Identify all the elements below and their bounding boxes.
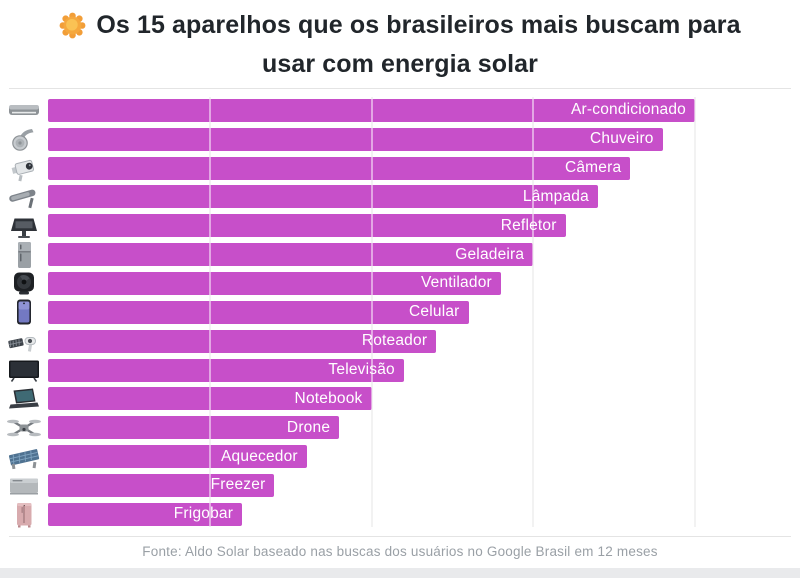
chart-title-line2: usar com energia solar bbox=[262, 50, 538, 78]
bar-track: Televisão bbox=[48, 358, 695, 382]
chart-row: Frigobar bbox=[0, 500, 800, 529]
chart-title: Os 15 aparelhos que os brasileiros mais … bbox=[0, 6, 800, 84]
drone-icon bbox=[0, 414, 48, 442]
bar: Chuveiro bbox=[48, 127, 663, 151]
bar-label: Aquecedor bbox=[221, 447, 298, 465]
bar: Drone bbox=[48, 416, 340, 440]
bar: Ventilador bbox=[48, 271, 501, 295]
bar-track: Ar-condicionado bbox=[48, 98, 695, 122]
bar-track: Notebook bbox=[48, 387, 695, 411]
tv-icon bbox=[0, 356, 48, 384]
bar: Câmera bbox=[48, 156, 631, 180]
bar: Ar-condicionado bbox=[48, 98, 695, 122]
chart-row: Celular bbox=[0, 298, 800, 327]
chart-row: Geladeira bbox=[0, 240, 800, 269]
chart-title-line1: Os 15 aparelhos que os brasileiros mais … bbox=[96, 11, 741, 39]
refrigerator-icon bbox=[0, 241, 48, 269]
footer-divider bbox=[9, 536, 791, 537]
shower-icon bbox=[0, 125, 48, 153]
bar-track: Drone bbox=[48, 416, 695, 440]
bar-label: Freezer bbox=[210, 476, 266, 494]
bar: Aquecedor bbox=[48, 445, 307, 469]
chart-row: Lâmpada bbox=[0, 183, 800, 212]
bar-track: Celular bbox=[48, 300, 695, 324]
bar: Geladeira bbox=[48, 243, 534, 267]
chart-row: Ar-condicionado bbox=[0, 96, 800, 125]
bar-label: Refletor bbox=[500, 216, 557, 234]
bar-label: Chuveiro bbox=[590, 130, 654, 148]
bar: Refletor bbox=[48, 214, 566, 238]
bar-label: Drone bbox=[286, 418, 331, 436]
bar: Frigobar bbox=[48, 502, 243, 526]
bar: Notebook bbox=[48, 387, 372, 411]
chart-row: Câmera bbox=[0, 154, 800, 183]
bar-track: Frigobar bbox=[48, 502, 695, 526]
bar-label: Celular bbox=[409, 303, 460, 321]
sun-icon bbox=[59, 12, 86, 39]
fan-icon bbox=[0, 269, 48, 297]
chart-row: Drone bbox=[0, 413, 800, 442]
air-conditioner-icon bbox=[0, 96, 48, 124]
minibar-fridge-icon bbox=[0, 500, 48, 528]
bar-rows: Ar-condicionado Chuveiro Câmera Lâmpada bbox=[0, 96, 800, 529]
source-text: Fonte: Aldo Solar baseado nas buscas dos… bbox=[142, 544, 658, 559]
bar-track: Geladeira bbox=[48, 243, 695, 267]
laptop-icon bbox=[0, 385, 48, 413]
bar-label: Lâmpada bbox=[522, 187, 589, 205]
solar-heater-icon bbox=[0, 443, 48, 471]
bar: Roteador bbox=[48, 329, 437, 353]
bar: Televisão bbox=[48, 358, 404, 382]
bar-label: Televisão bbox=[328, 361, 395, 379]
page-bottom-band bbox=[0, 568, 800, 578]
chart-row: Televisão bbox=[0, 356, 800, 385]
bar-track: Roteador bbox=[48, 329, 695, 353]
bar-label: Notebook bbox=[294, 389, 363, 407]
bar-label: Ar-condicionado bbox=[570, 101, 686, 119]
bar-track: Refletor bbox=[48, 214, 695, 238]
bar-chart: Ar-condicionado Chuveiro Câmera Lâmpada bbox=[0, 96, 800, 529]
bar: Celular bbox=[48, 300, 469, 324]
solar-router-icon bbox=[0, 327, 48, 355]
chart-header: Os 15 aparelhos que os brasileiros mais … bbox=[0, 6, 800, 84]
floodlight-icon bbox=[0, 212, 48, 240]
chart-row: Refletor bbox=[0, 211, 800, 240]
bar-track: Ventilador bbox=[48, 271, 695, 295]
bar-track: Freezer bbox=[48, 473, 695, 497]
chart-footer: Fonte: Aldo Solar baseado nas buscas dos… bbox=[0, 543, 800, 561]
street-lamp-icon bbox=[0, 183, 48, 211]
header-divider bbox=[9, 88, 791, 89]
bar-label: Câmera bbox=[564, 159, 622, 177]
chart-title-line1-wrap: Os 15 aparelhos que os brasileiros mais … bbox=[0, 6, 800, 45]
smartphone-icon bbox=[0, 298, 48, 326]
chart-row: Chuveiro bbox=[0, 125, 800, 154]
bar-track: Câmera bbox=[48, 156, 695, 180]
bar-label: Geladeira bbox=[455, 245, 525, 263]
bar: Lâmpada bbox=[48, 185, 598, 209]
bar-track: Chuveiro bbox=[48, 127, 695, 151]
security-camera-icon bbox=[0, 154, 48, 182]
bar-label: Roteador bbox=[361, 332, 428, 350]
chart-row: Notebook bbox=[0, 384, 800, 413]
freezer-icon bbox=[0, 471, 48, 499]
bar-label: Frigobar bbox=[173, 505, 234, 523]
bar-label: Ventilador bbox=[420, 274, 492, 292]
bar: Freezer bbox=[48, 473, 275, 497]
chart-row: Aquecedor bbox=[0, 442, 800, 471]
bar-track: Lâmpada bbox=[48, 185, 695, 209]
bar-track: Aquecedor bbox=[48, 445, 695, 469]
chart-row: Roteador bbox=[0, 327, 800, 356]
chart-row: Ventilador bbox=[0, 269, 800, 298]
chart-row: Freezer bbox=[0, 471, 800, 500]
